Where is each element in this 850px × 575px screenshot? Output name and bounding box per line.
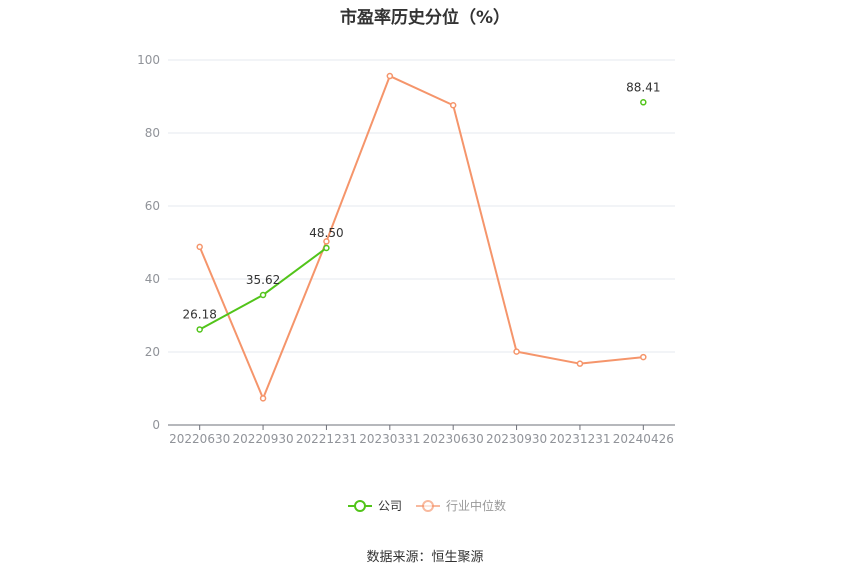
data-point[interactable]: [640, 99, 647, 106]
data-point[interactable]: [323, 238, 330, 245]
data-point[interactable]: [513, 348, 520, 355]
data-point[interactable]: [259, 395, 267, 402]
legend-marker[interactable]: [422, 500, 434, 512]
data-point[interactable]: [323, 244, 330, 252]
data-point[interactable]: [449, 102, 457, 109]
data-point[interactable]: [196, 243, 203, 251]
y-tick-label: 0: [152, 418, 160, 432]
data-label: 35.62: [246, 273, 280, 287]
y-tick-label: 60: [145, 199, 160, 213]
x-tick-label: 20230630: [423, 432, 484, 446]
data-label: 26.18: [183, 307, 217, 321]
series-line-1: [198, 75, 644, 400]
data-point[interactable]: [196, 326, 203, 333]
y-tick-label: 20: [145, 345, 160, 359]
x-tick-label: 20220930: [233, 432, 294, 446]
x-tick-label: 20231231: [549, 432, 610, 446]
legend-marker[interactable]: [354, 500, 366, 512]
legend-label[interactable]: 行业中位数: [446, 498, 506, 513]
x-tick-label: 20221231: [296, 432, 357, 446]
data-point[interactable]: [259, 291, 267, 299]
data-point[interactable]: [386, 72, 394, 80]
data-label: 48.50: [309, 226, 343, 240]
data-source: 数据来源：恒生聚源: [366, 550, 484, 565]
data-point[interactable]: [576, 360, 584, 367]
data-point[interactable]: [640, 353, 647, 361]
y-tick-label: 100: [137, 53, 160, 67]
data-label: 88.41: [626, 80, 660, 94]
chart-title: 市盈率历史分位（%）: [339, 8, 511, 28]
y-tick-label: 40: [145, 272, 160, 286]
x-tick-label: 20230331: [359, 432, 420, 446]
x-tick-label: 20240426: [613, 432, 674, 446]
legend-label[interactable]: 公司: [378, 499, 402, 513]
y-tick-label: 80: [145, 126, 160, 140]
x-tick-label: 20230930: [486, 432, 547, 446]
x-tick-label: 20220630: [169, 432, 230, 446]
